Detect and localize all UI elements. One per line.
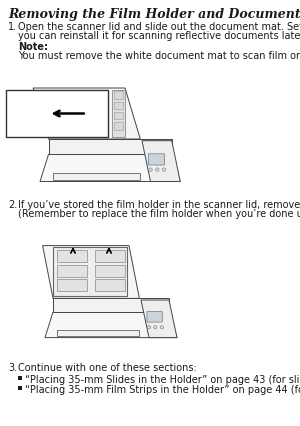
FancyBboxPatch shape <box>148 154 165 165</box>
Text: Removing the Film Holder and Document Mat: Removing the Film Holder and Document Ma… <box>8 8 300 21</box>
Text: If you’ve stored the film holder in the scanner lid, remove it as shown.: If you’ve stored the film holder in the … <box>18 200 300 210</box>
Bar <box>114 122 123 130</box>
Text: 1.: 1. <box>8 22 17 32</box>
Polygon shape <box>53 298 169 312</box>
Polygon shape <box>43 246 140 298</box>
Text: Continue with one of these sections:: Continue with one of these sections: <box>18 363 197 373</box>
Polygon shape <box>40 154 180 181</box>
Polygon shape <box>141 300 177 337</box>
Text: Note:: Note: <box>18 42 48 52</box>
Bar <box>18 386 22 389</box>
Bar <box>94 265 125 277</box>
Circle shape <box>147 325 151 329</box>
Circle shape <box>149 168 152 171</box>
Polygon shape <box>142 141 180 181</box>
Circle shape <box>156 168 159 171</box>
Bar <box>57 250 87 262</box>
Text: “Placing 35-mm Slides in the Holder” on page 43 (for slides): “Placing 35-mm Slides in the Holder” on … <box>25 375 300 385</box>
Text: you can reinstall it for scanning reflective documents later.: you can reinstall it for scanning reflec… <box>18 31 300 41</box>
Polygon shape <box>33 88 140 139</box>
Text: (Remember to replace the film holder when you’re done using it.): (Remember to replace the film holder whe… <box>18 209 300 219</box>
Text: You must remove the white document mat to scan film or slides.: You must remove the white document mat t… <box>18 51 300 61</box>
FancyBboxPatch shape <box>147 311 162 322</box>
Circle shape <box>160 325 164 329</box>
Circle shape <box>162 168 166 171</box>
Text: 2.: 2. <box>8 200 17 210</box>
Bar <box>57 279 87 291</box>
Text: Open the scanner lid and slide out the document mat. Set the mat aside so: Open the scanner lid and slide out the d… <box>18 22 300 32</box>
Bar <box>94 250 125 262</box>
Bar <box>57 265 87 277</box>
Polygon shape <box>6 90 108 137</box>
Bar <box>114 112 123 119</box>
Polygon shape <box>53 173 140 180</box>
Bar <box>94 279 125 291</box>
Polygon shape <box>49 139 172 154</box>
Bar <box>114 92 123 99</box>
Circle shape <box>154 325 157 329</box>
Bar <box>114 101 123 109</box>
Polygon shape <box>57 330 140 336</box>
Polygon shape <box>112 90 125 137</box>
Bar <box>18 376 22 380</box>
Text: “Placing 35-mm Film Strips in the Holder” on page 44 (for film): “Placing 35-mm Film Strips in the Holder… <box>25 385 300 395</box>
Polygon shape <box>45 312 177 337</box>
Polygon shape <box>53 247 128 296</box>
Text: 3.: 3. <box>8 363 17 373</box>
